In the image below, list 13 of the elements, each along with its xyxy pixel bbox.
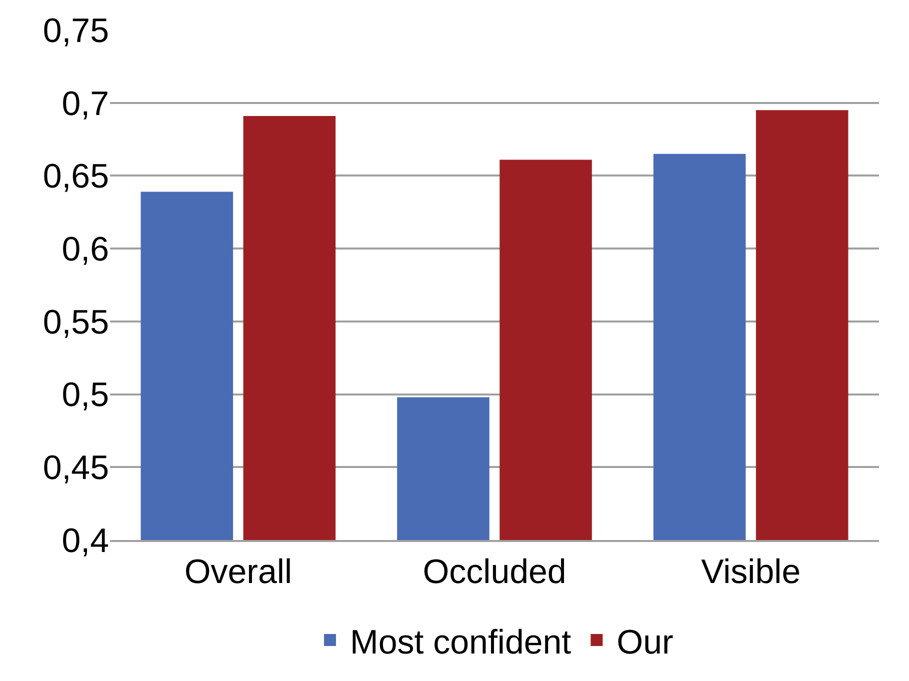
y-tick-label: 0,55 bbox=[42, 303, 109, 342]
y-tick-label: 0,65 bbox=[42, 158, 109, 196]
x-tick-label: Occluded bbox=[422, 552, 566, 591]
y-tick-label: 0,75 bbox=[42, 12, 109, 50]
y-tick-label: 0,6 bbox=[62, 230, 109, 268]
y-tick-label: 0,45 bbox=[42, 449, 109, 488]
y-tick-label: 0,5 bbox=[62, 376, 109, 414]
legend-label: Our bbox=[616, 623, 674, 662]
legend-label: Most confident bbox=[350, 623, 572, 662]
x-tick-label: Visible bbox=[701, 552, 801, 591]
y-tick-label: 0,7 bbox=[62, 84, 109, 123]
y-tick-label: 0,4 bbox=[62, 522, 109, 560]
x-tick-label: Overall bbox=[184, 552, 292, 591]
